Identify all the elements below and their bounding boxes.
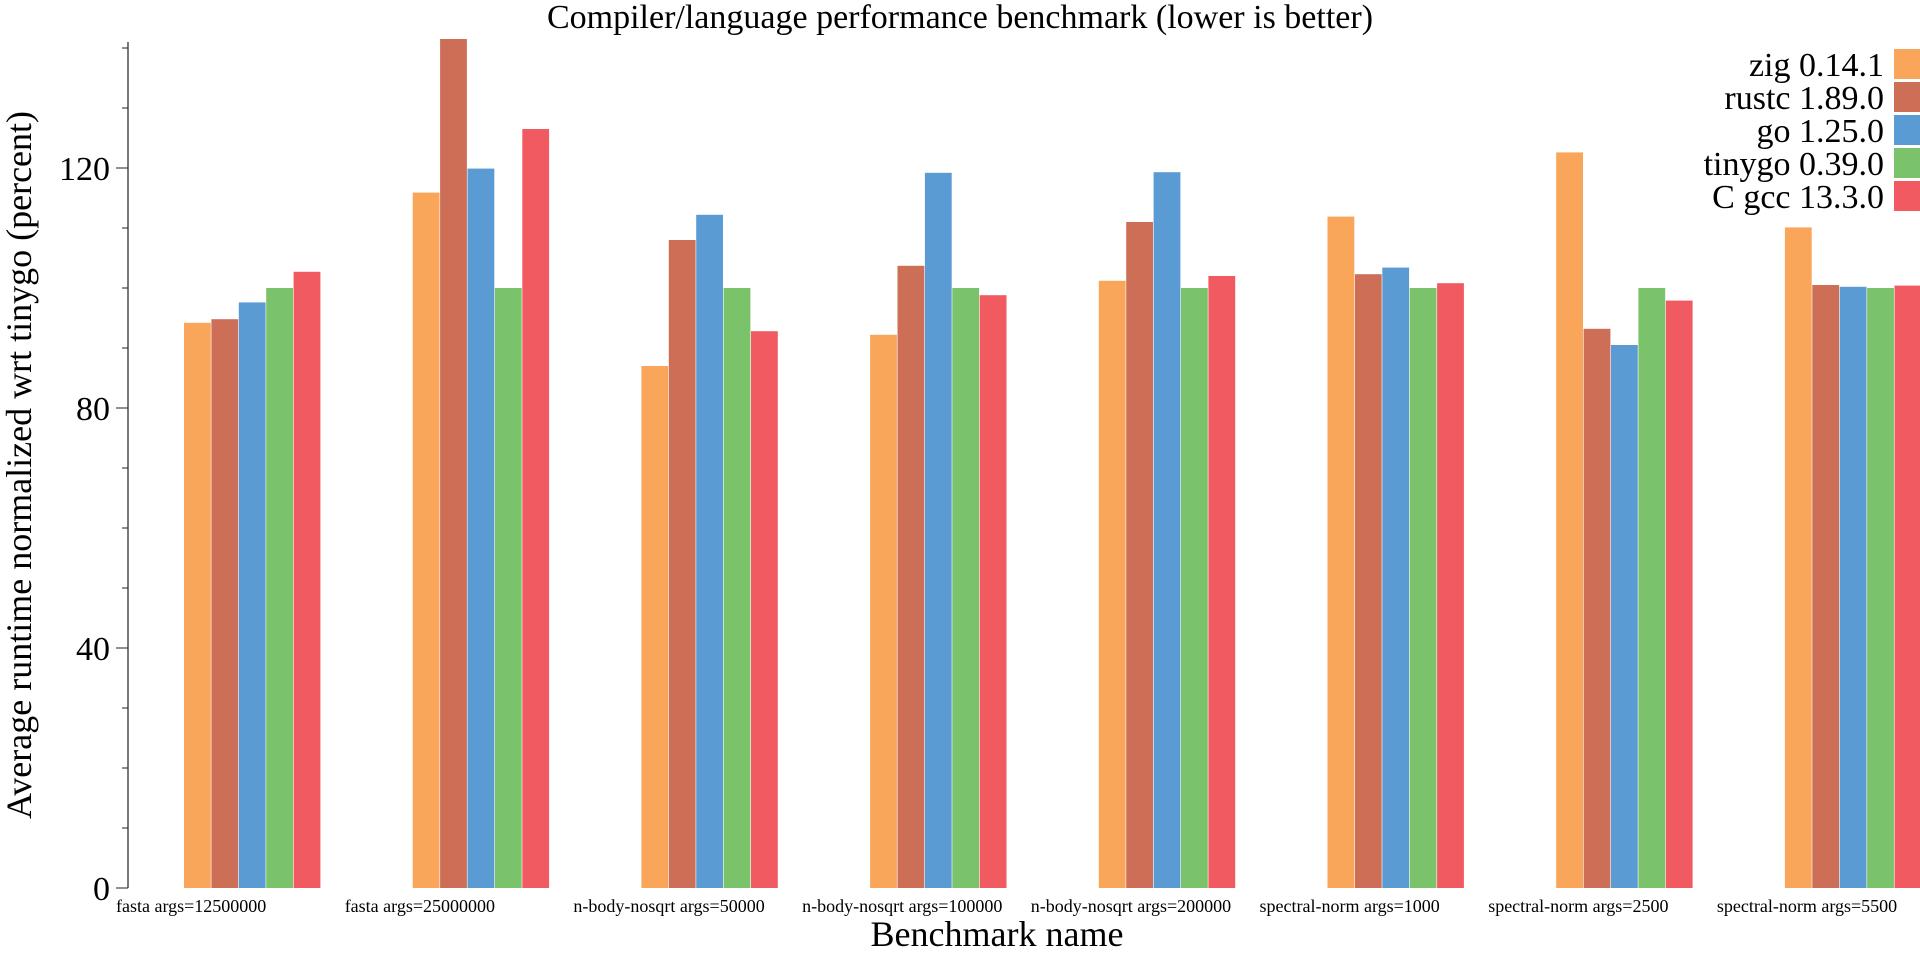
bar-5-group-7 xyxy=(1665,300,1693,889)
chart-title: Compiler/language performance benchmark … xyxy=(547,0,1373,36)
bar-5-group-6 xyxy=(1437,283,1464,888)
bar-4-group-2 xyxy=(494,288,522,888)
bar-1-group-7 xyxy=(1556,152,1583,888)
bar-2-group-4 xyxy=(897,265,925,888)
legend-swatch-3 xyxy=(1894,115,1920,145)
y-axis-label: Average runtime normalized wrt tinygo (p… xyxy=(0,111,39,819)
bar-2-group-8 xyxy=(1812,285,1840,888)
bar-2-group-3 xyxy=(668,240,696,888)
bar-3-group-3 xyxy=(696,214,723,889)
legend-swatch-2 xyxy=(1894,82,1920,112)
bar-2-group-7 xyxy=(1583,328,1611,888)
legend-swatch-4 xyxy=(1894,148,1920,178)
bar-3-group-5 xyxy=(1153,172,1181,888)
y-tick-label: 40 xyxy=(76,631,110,668)
bar-3-group-8 xyxy=(1839,286,1867,888)
bar-4-group-3 xyxy=(723,288,751,888)
bar-1-group-2 xyxy=(412,192,440,889)
bar-1-group-8 xyxy=(1784,227,1812,888)
bar-5-group-4 xyxy=(979,295,1007,888)
bar-4-group-1 xyxy=(266,288,293,888)
bar-3-group-6 xyxy=(1382,267,1410,889)
legend-label-4: tinygo 0.39.0 xyxy=(1704,146,1884,183)
x-axis-label: Benchmark name xyxy=(871,914,1124,954)
y-tick-label: 80 xyxy=(76,391,110,428)
legend-label-3: go 1.25.0 xyxy=(1757,113,1885,150)
plot-area: 0 40 80 120 fasta args=12500000 fasta args=25… xyxy=(59,39,1920,916)
legend-swatch-1 xyxy=(1894,49,1920,79)
bar-5-group-5 xyxy=(1208,276,1236,888)
legend-label-5: C gcc 13.3.0 xyxy=(1712,179,1884,216)
bar-5-group-1 xyxy=(293,271,321,888)
bar-3-group-7 xyxy=(1611,345,1638,888)
bar-4-group-6 xyxy=(1409,288,1437,888)
bar-3-group-2 xyxy=(467,168,495,889)
bar-4-group-4 xyxy=(952,288,980,888)
bar-2-group-2 xyxy=(440,39,467,888)
bar-5-group-3 xyxy=(751,331,778,888)
x-tick-label: n-body-nosqrt args=50000 xyxy=(573,896,764,916)
legend-swatch-5 xyxy=(1894,181,1920,211)
x-tick-label: fasta args=25000000 xyxy=(345,896,495,916)
y-tick-label: 120 xyxy=(59,151,110,188)
x-tick-label: n-body-nosqrt args=100000 xyxy=(802,896,1002,916)
bar-5-group-2 xyxy=(522,129,550,888)
bar-4-group-5 xyxy=(1181,288,1208,888)
bar-3-group-1 xyxy=(238,302,266,888)
bar-3-group-4 xyxy=(924,172,952,889)
bar-5-group-8 xyxy=(1894,285,1920,889)
y-tick-label: 0 xyxy=(93,871,110,908)
bar-1-group-5 xyxy=(1098,280,1126,888)
legend-label-2: rustc 1.89.0 xyxy=(1724,80,1884,117)
bar-1-group-1 xyxy=(184,322,211,888)
bar-4-group-8 xyxy=(1867,288,1894,888)
bar-2-group-5 xyxy=(1126,222,1153,888)
x-tick-label: fasta args=12500000 xyxy=(116,896,266,916)
legend-label-1: zig 0.14.1 xyxy=(1749,47,1884,84)
x-tick-label: n-body-nosqrt args=200000 xyxy=(1031,896,1231,916)
x-tick-label: spectral-norm args=2500 xyxy=(1488,896,1668,916)
x-tick-label: spectral-norm args=1000 xyxy=(1260,896,1440,916)
bar-2-group-6 xyxy=(1354,274,1382,888)
bar-1-group-4 xyxy=(870,334,897,888)
bar-2-group-1 xyxy=(211,319,239,888)
bar-4-group-7 xyxy=(1638,288,1666,888)
x-tick-label: spectral-norm args=5500 xyxy=(1717,896,1897,916)
bar-1-group-6 xyxy=(1327,216,1355,889)
bar-1-group-3 xyxy=(641,366,669,888)
